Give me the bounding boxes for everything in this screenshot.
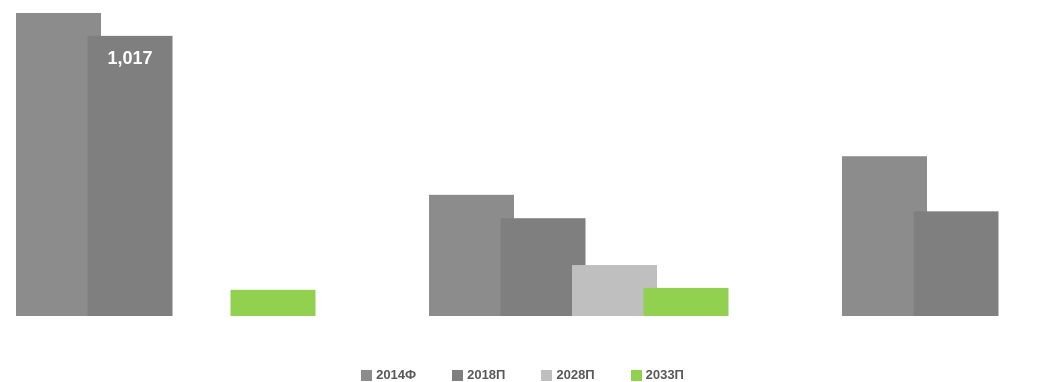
legend-item-0: 2014Ф xyxy=(361,368,416,382)
legend-label-3: 2033П xyxy=(645,367,684,382)
bar-series0-group2 xyxy=(842,156,927,316)
legend-swatch-3 xyxy=(630,369,642,381)
legend-label-0: 2014Ф xyxy=(376,367,417,382)
bar-chart: 1,017 xyxy=(16,13,999,316)
legend-swatch-1 xyxy=(452,369,464,381)
bar-series1-group1 xyxy=(500,218,586,316)
bar-series0-group0 xyxy=(16,13,101,316)
bar-series3-group1 xyxy=(643,287,729,316)
bar-series0-group1 xyxy=(429,194,514,316)
bar-series3-group0 xyxy=(230,289,316,316)
legend-label-1: 2018П xyxy=(467,367,506,382)
legend-item-3: 2033П xyxy=(630,367,684,382)
legend-label-2: 2028П xyxy=(556,367,595,382)
legend-swatch-2 xyxy=(541,369,553,381)
bar-series2-group1 xyxy=(572,265,657,316)
chart-legend: 2014Ф 2018П 2028П 2033П xyxy=(0,368,1045,382)
legend-swatch-0 xyxy=(361,369,373,381)
bar-series1-group0 xyxy=(87,35,173,316)
legend-item-2: 2028П xyxy=(541,367,595,382)
data-label-0: 1,017 xyxy=(107,48,152,68)
legend-item-1: 2018П xyxy=(452,368,505,382)
bar-series1-group2 xyxy=(913,211,999,316)
